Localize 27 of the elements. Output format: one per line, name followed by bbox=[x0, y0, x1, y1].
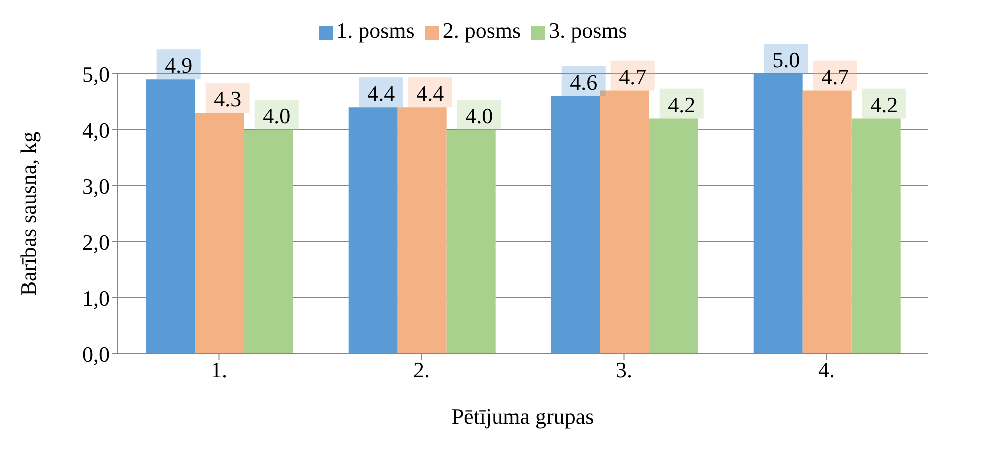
y-tick-label: 0,0 bbox=[82, 342, 110, 367]
data-label: 4.3 bbox=[214, 86, 242, 112]
data-label: 5.0 bbox=[772, 48, 800, 72]
data-label: 4.2 bbox=[668, 92, 696, 118]
y-tick-label: 4,0 bbox=[82, 118, 110, 143]
y-tick-label: 1,0 bbox=[82, 286, 110, 311]
y-axis-title: Barības sausna, kg bbox=[16, 132, 41, 296]
data-label: 4.4 bbox=[368, 81, 396, 106]
data-label: 4.7 bbox=[822, 64, 850, 90]
data-label: 4.6 bbox=[570, 70, 598, 95]
x-tick-label: 2. bbox=[414, 358, 430, 383]
legend-label: 2. posms bbox=[442, 18, 522, 43]
legend-label: 3. posms bbox=[549, 18, 628, 43]
y-tick-label: 3,0 bbox=[82, 174, 110, 199]
y-tick-label: 2,0 bbox=[82, 230, 110, 255]
data-label: 4.0 bbox=[466, 104, 494, 128]
data-label: 4.2 bbox=[870, 92, 898, 118]
data-label: 4.0 bbox=[263, 104, 291, 128]
x-tick-label: 1. bbox=[211, 358, 228, 383]
data-label: 4.7 bbox=[619, 64, 647, 90]
legend-label: 1. posms bbox=[336, 18, 415, 43]
x-axis-title: Pētījuma grupas bbox=[452, 404, 594, 429]
x-tick-label: 4. bbox=[818, 358, 835, 383]
data-label: 4.4 bbox=[416, 81, 444, 106]
x-tick-label: 3. bbox=[616, 358, 632, 383]
y-tick-label: 5,0 bbox=[82, 62, 110, 87]
data-label: 4.9 bbox=[165, 53, 193, 78]
